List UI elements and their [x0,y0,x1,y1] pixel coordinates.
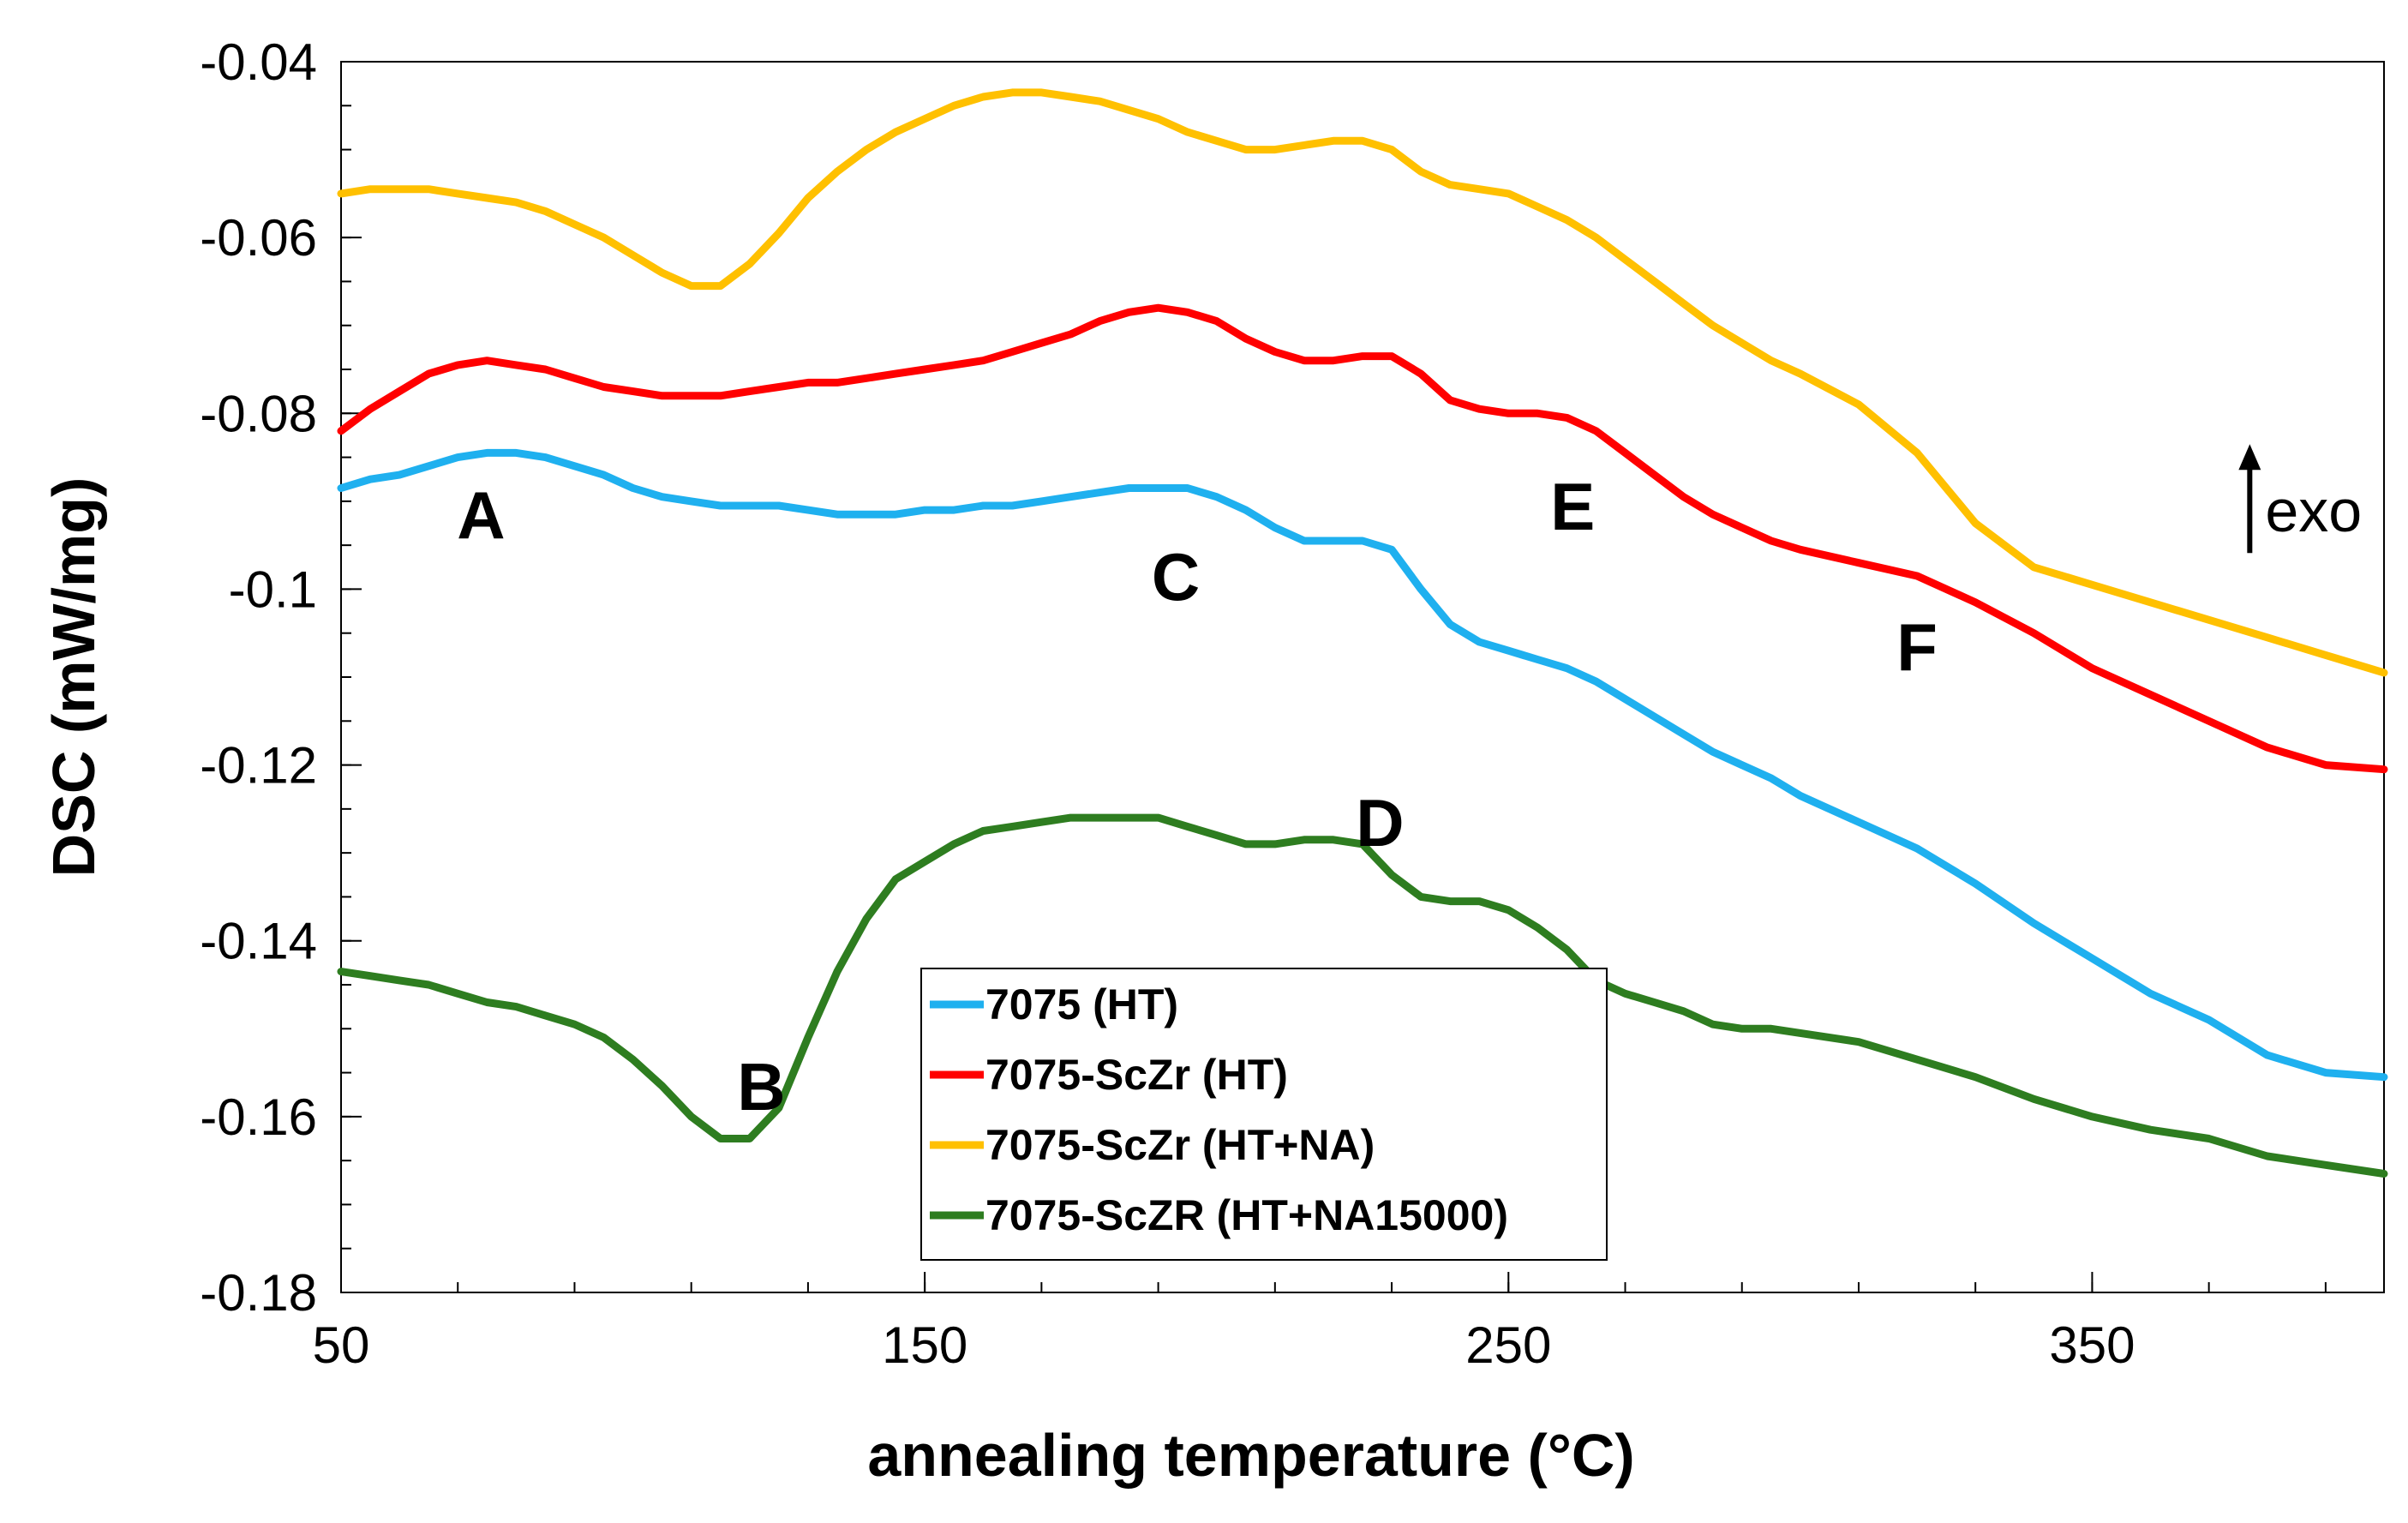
peak-label-F: F [1896,609,1938,685]
legend-box [920,968,1608,1261]
series-line-2 [337,88,2388,677]
y-tick-label: -0.16 [200,1088,317,1146]
peak-label-E: E [1550,469,1595,544]
y-tick-label: -0.06 [200,209,317,267]
peak-label-C: C [1152,539,1200,615]
legend-label-2: 7075-ScZr (HT+NA) [985,1121,1375,1169]
major-ticks [340,61,2094,1293]
x-tick-labels: 50 150 250 350 [313,1316,2135,1374]
exo-arrow-head [2238,444,2261,471]
series-lines [337,88,2388,1178]
peak-label-D: D [1356,785,1404,860]
y-tick-label: -0.04 [200,33,317,91]
series-line-0 [337,448,2388,1082]
x-tick-label: 150 [882,1316,967,1374]
x-axis-title: annealing temperature (°C) [867,1422,1634,1489]
legend: 7075 (HT) 7075-ScZr (HT) 7075-ScZr (HT+NA)… [920,968,1608,1261]
x-tick-label: 50 [313,1316,370,1374]
y-tick-label: -0.18 [200,1264,317,1322]
x-tick-label: 250 [1465,1316,1551,1374]
y-axis-title: DSC (mW/mg) [40,477,107,878]
x-tick-label: 350 [2049,1316,2135,1374]
legend-label-3: 7075-ScZR (HT+NA15000) [985,1191,1508,1239]
legend-label-1: 7075-ScZr (HT) [985,1051,1288,1099]
series-line-3 [337,813,2388,1178]
peak-label-A: A [457,477,505,553]
y-tick-label: -0.12 [200,737,317,794]
y-tick-label: -0.08 [200,385,317,442]
legend-label-0: 7075 (HT) [985,980,1178,1028]
exo-label: exo [2265,477,2362,544]
y-tick-labels: -0.04 -0.06 -0.08 -0.1 -0.12 -0.14 -0.16 -0.18 [200,33,317,1322]
y-tick-label: -0.14 [200,913,317,970]
peak-label-B: B [737,1049,785,1124]
y-tick-label: -0.1 [229,561,317,618]
series-line-1 [337,303,2388,774]
minor-ticks [340,61,2327,1293]
